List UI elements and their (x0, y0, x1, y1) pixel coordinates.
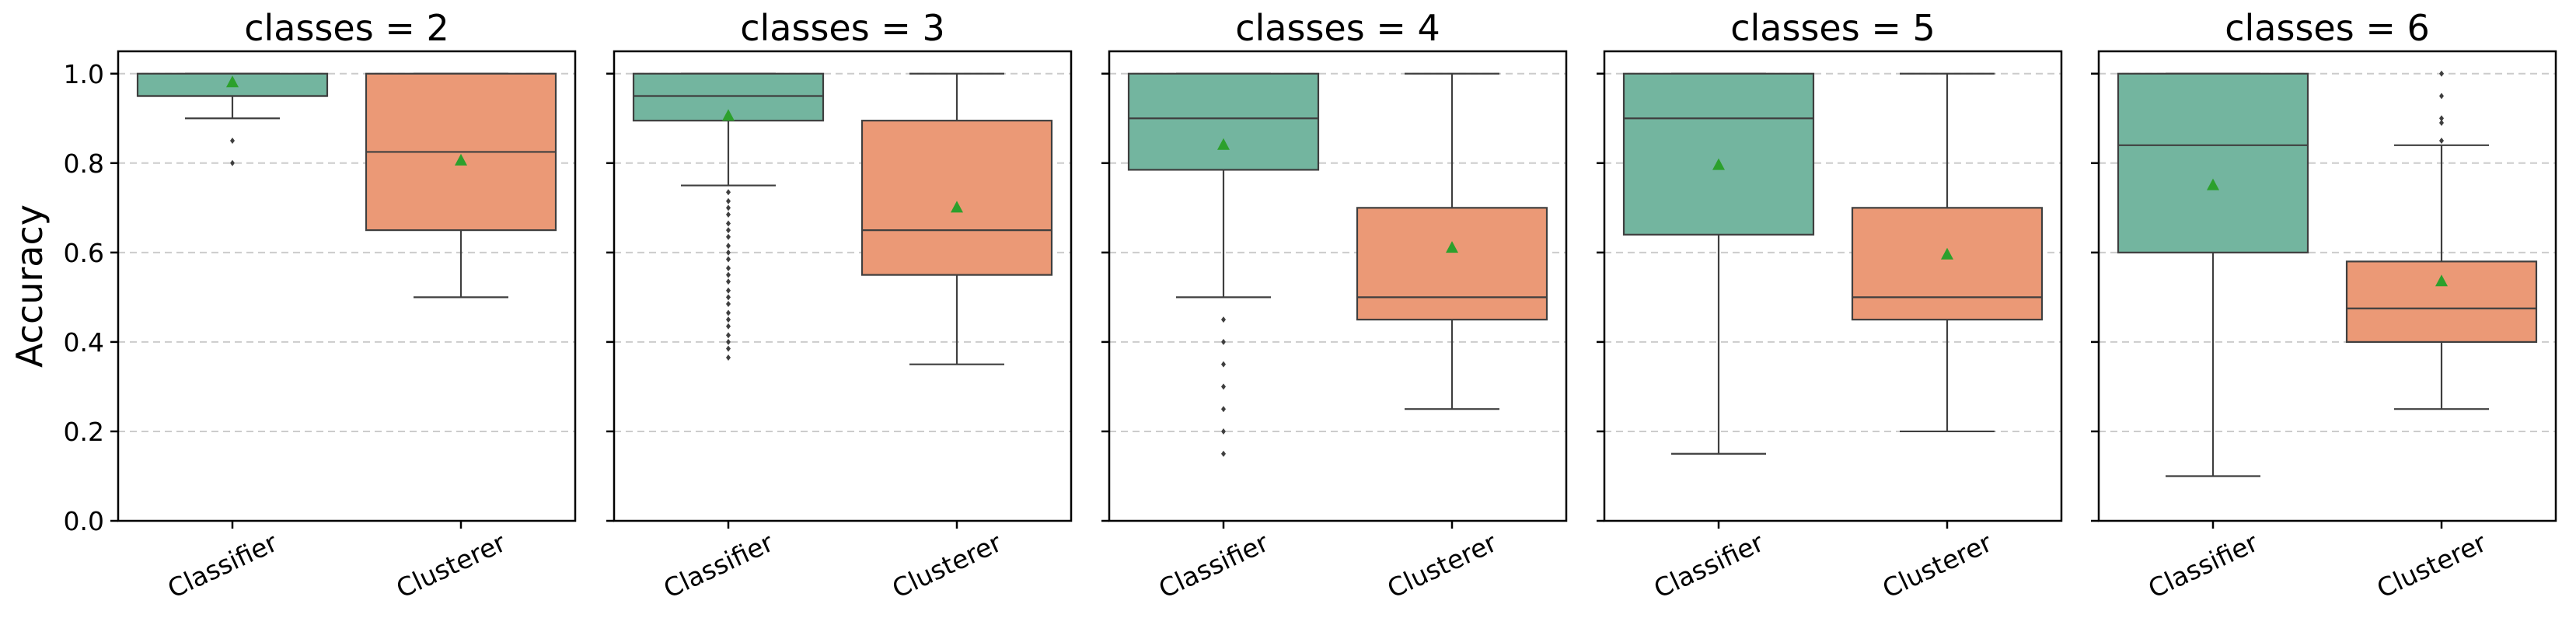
box-iqr (1851, 207, 2044, 321)
outlier-point (726, 189, 731, 196)
box-iqr (1356, 207, 1548, 321)
x-tick-label-classifier: Classifier (163, 527, 282, 604)
box-clusterer (2345, 70, 2538, 410)
outlier-point (726, 243, 731, 250)
panel-2: Classifier Clusterer classes = 3 (606, 7, 1073, 604)
mean-marker (1446, 241, 1458, 253)
box-iqr (2345, 260, 2538, 344)
outlier-point (726, 287, 731, 294)
outlier-point (726, 323, 731, 330)
box-iqr (1127, 72, 1320, 171)
outlier-point (726, 309, 731, 316)
panel-title: classes = 4 (1235, 7, 1440, 49)
outlier-point (1221, 316, 1226, 323)
outlier-point (230, 138, 235, 145)
box-clusterer (365, 72, 557, 299)
outlier-point (726, 294, 731, 301)
panel-1: 0.0 0.2 0.4 0.6 0.8 1.0 Classifier Clusterer cla… (64, 7, 577, 604)
mean-marker (1217, 138, 1230, 150)
panel-title: classes = 2 (244, 7, 449, 49)
y-tick-label: 1.0 (64, 59, 104, 89)
outlier-point (726, 338, 731, 345)
mean-marker (1712, 158, 1725, 170)
panel-frame (2097, 50, 2557, 522)
x-tick-label-classifier: Classifier (1649, 527, 1768, 604)
mean-marker (1941, 247, 1953, 260)
outlier-point (726, 204, 731, 211)
panel-title: classes = 5 (1730, 7, 1935, 49)
outlier-point (726, 211, 731, 218)
mean-marker (2207, 178, 2219, 190)
box-iqr (860, 120, 1053, 276)
panel-5: Classifier Clusterer classes = 6 (2091, 7, 2557, 604)
y-tick-label: 0.8 (64, 148, 104, 179)
outlier-point (1221, 361, 1226, 368)
mean-marker (455, 153, 467, 166)
outlier-point (726, 278, 731, 285)
box-iqr (2117, 72, 2309, 253)
panel-3: Classifier Clusterer classes = 4 (1101, 7, 1568, 604)
y-tick-label: 0.0 (64, 506, 104, 536)
x-tick-label-classifier: Classifier (2144, 527, 2263, 604)
outlier-point (726, 264, 731, 271)
outlier-point (726, 316, 731, 323)
box-clusterer (1851, 72, 2044, 433)
outlier-point (1221, 450, 1226, 457)
outlier-point (726, 227, 731, 234)
outlier-point (726, 197, 731, 204)
outlier-point (230, 159, 235, 166)
mean-marker (2435, 274, 2448, 287)
box-clusterer (860, 72, 1053, 365)
panel-4: Classifier Clusterer classes = 5 (1597, 7, 2063, 604)
panel-frame (1603, 50, 2063, 522)
panel-frame (613, 50, 1073, 522)
panel-title: classes = 3 (740, 7, 945, 49)
panel-frame (1108, 50, 1568, 522)
y-tick-label: 0.6 (64, 238, 104, 268)
outlier-point (726, 220, 731, 227)
outlier-point (726, 345, 731, 352)
x-tick-label-clusterer: Clusterer (888, 527, 1007, 604)
box-classifier (136, 72, 329, 166)
x-tick-label-clusterer: Clusterer (1383, 527, 1502, 604)
panel-frame (117, 50, 577, 522)
outlier-point (726, 256, 731, 263)
x-tick-label-classifier: Classifier (659, 527, 778, 604)
outlier-point (1221, 428, 1226, 435)
box-classifier (2117, 72, 2309, 477)
x-tick-label-clusterer: Clusterer (2372, 527, 2491, 604)
mean-marker (226, 75, 239, 88)
x-tick-label-clusterer: Clusterer (1878, 527, 1997, 604)
outlier-point (2439, 93, 2444, 100)
outlier-point (726, 271, 731, 278)
outlier-point (1221, 406, 1226, 413)
outlier-point (1221, 383, 1226, 390)
box-classifier (632, 72, 825, 361)
outlier-point (726, 249, 731, 256)
panel-title: classes = 6 (2225, 7, 2430, 49)
outlier-point (2439, 70, 2444, 77)
outlier-point (726, 354, 731, 361)
x-tick-label-classifier: Classifier (1154, 527, 1273, 604)
mean-marker (722, 109, 735, 121)
box-classifier (1622, 72, 1815, 455)
y-axis-title: Accuracy (9, 204, 51, 368)
box-classifier (1127, 72, 1320, 457)
box-iqr (1622, 72, 1815, 236)
y-tick-label: 0.2 (64, 417, 104, 447)
outlier-point (2439, 120, 2444, 127)
outlier-point (2439, 115, 2444, 122)
outlier-point (726, 233, 731, 240)
outlier-point (1221, 338, 1226, 345)
y-tick-label: 0.4 (64, 327, 104, 358)
x-tick-label-clusterer: Clusterer (392, 527, 511, 604)
mean-marker (951, 201, 963, 213)
outlier-point (2439, 138, 2444, 145)
outlier-point (726, 332, 731, 339)
outlier-point (726, 301, 731, 308)
box-clusterer (1356, 72, 1548, 410)
